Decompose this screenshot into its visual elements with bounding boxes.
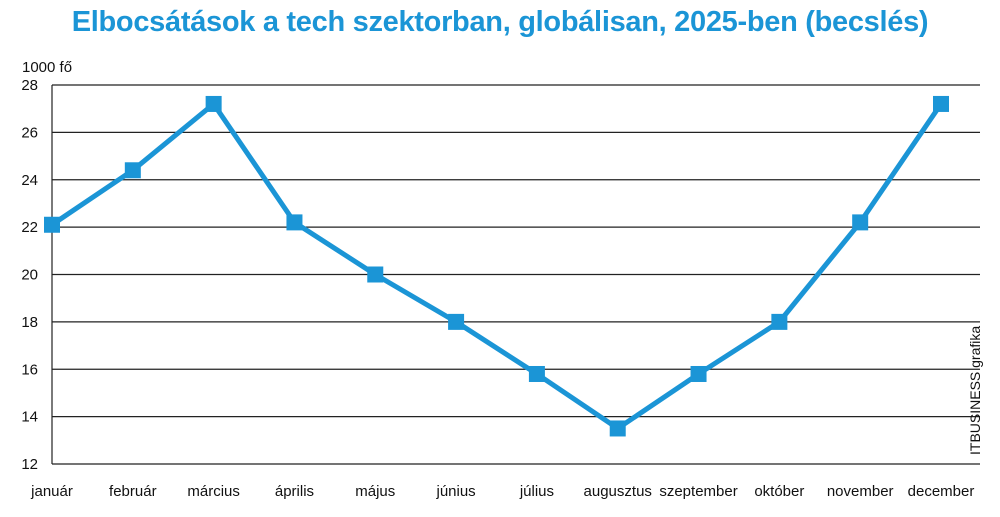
- x-tick-label: január: [30, 483, 73, 500]
- x-tick-label: július: [519, 483, 554, 500]
- x-tick-label: június: [435, 483, 475, 500]
- data-point: [690, 365, 707, 382]
- y-tick-label: 20: [21, 267, 38, 284]
- data-points: [44, 95, 949, 437]
- data-point: [124, 162, 141, 179]
- x-tick-label: augusztus: [584, 483, 652, 500]
- x-tick-label: május: [355, 483, 395, 500]
- data-point: [771, 313, 788, 330]
- data-point: [205, 95, 222, 112]
- x-tick-label: március: [187, 483, 240, 500]
- chart-title: Elbocsátások a tech szektorban, globális…: [71, 6, 929, 38]
- data-point: [286, 214, 303, 231]
- data-point: [528, 365, 545, 382]
- x-tick-label: szeptember: [659, 483, 737, 500]
- series-line: [50, 101, 944, 431]
- data-point: [933, 95, 949, 112]
- y-tick-label: 24: [21, 172, 38, 189]
- data-point: [852, 214, 869, 231]
- y-tick-label: 16: [21, 361, 38, 378]
- grid-lines: [51, 84, 980, 465]
- series-line-group: [50, 101, 944, 431]
- y-tick-label: 22: [21, 219, 38, 236]
- y-tick-label: 12: [21, 456, 38, 473]
- x-tick-label: december: [908, 483, 975, 500]
- y-tick-label: 18: [21, 314, 38, 331]
- data-point: [448, 313, 465, 330]
- x-tick-label: november: [827, 483, 894, 500]
- data-point: [367, 266, 384, 283]
- y-tick-label: 28: [21, 77, 38, 94]
- y-tick-label: 14: [21, 409, 38, 426]
- x-tick-label: április: [275, 483, 314, 500]
- x-tick-label: február: [109, 483, 157, 500]
- x-tick-label: október: [754, 483, 804, 500]
- x-axis-ticks: január február március április május június jú…: [30, 483, 974, 500]
- credit-label: ITBUSINESS grafika: [967, 326, 983, 455]
- data-point: [44, 216, 60, 233]
- data-point: [609, 420, 626, 437]
- y-tick-label: 26: [21, 124, 38, 141]
- y-axis-ticks: 12 14 16 18 20 22 24 26 28: [21, 77, 38, 473]
- y-axis-unit-label: 1000 fő: [22, 59, 72, 76]
